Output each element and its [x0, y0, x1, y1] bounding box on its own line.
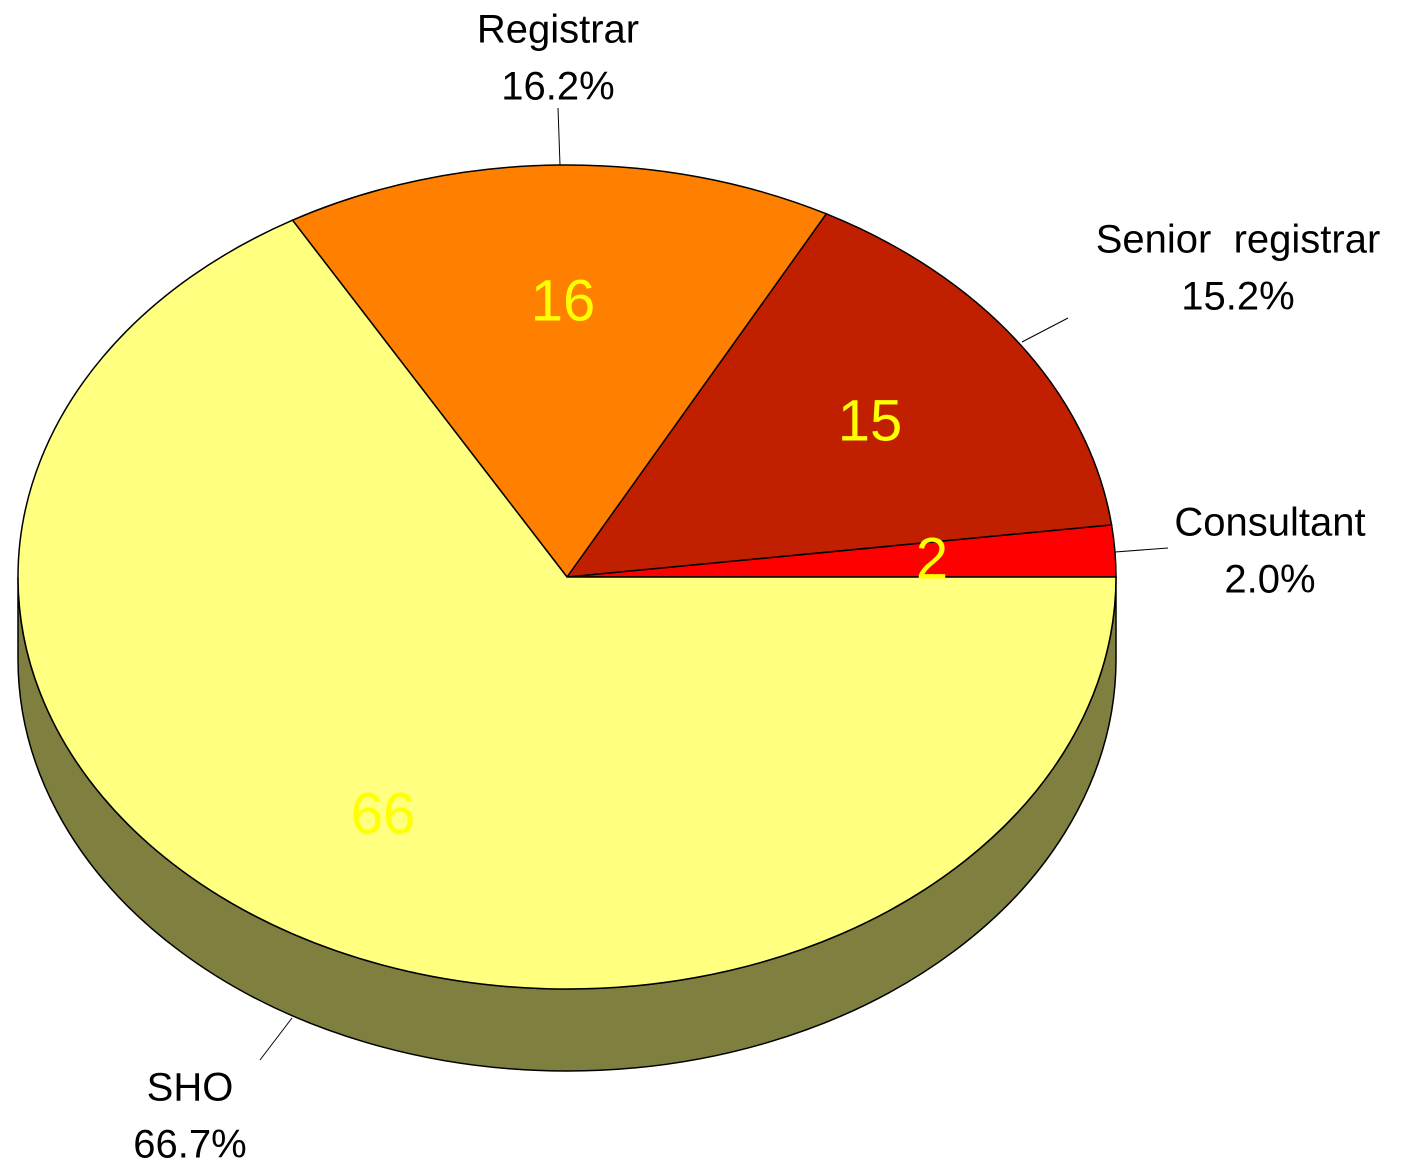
value-label: 66: [351, 781, 416, 846]
pie-slice: [291, 164, 828, 579]
category-label: Registrar: [477, 8, 639, 52]
category-label: Senior registrar: [1096, 218, 1381, 262]
pie-slice: [565, 212, 1113, 578]
pie-slice: [17, 219, 1117, 990]
percent-label: 66.7%: [133, 1123, 246, 1166]
leader-line: [259, 1017, 293, 1061]
labels: SHO 66.7% 66 Consultant 2.0% 2 Senior registra…: [133, 8, 1380, 1166]
percent-label: 15.2%: [1181, 275, 1294, 319]
leader-line: [1021, 317, 1069, 343]
leader-line: [1114, 547, 1169, 553]
percent-label: 16.2%: [501, 65, 614, 109]
pie-tops: [17, 164, 1117, 990]
leader-line: [557, 107, 561, 166]
percent-label: 2.0%: [1224, 558, 1315, 602]
category-label: Consultant: [1174, 501, 1365, 545]
value-label: 16: [531, 268, 596, 333]
value-label: 15: [838, 388, 903, 453]
category-label: SHO: [147, 1066, 234, 1110]
value-label: 2: [916, 526, 948, 591]
